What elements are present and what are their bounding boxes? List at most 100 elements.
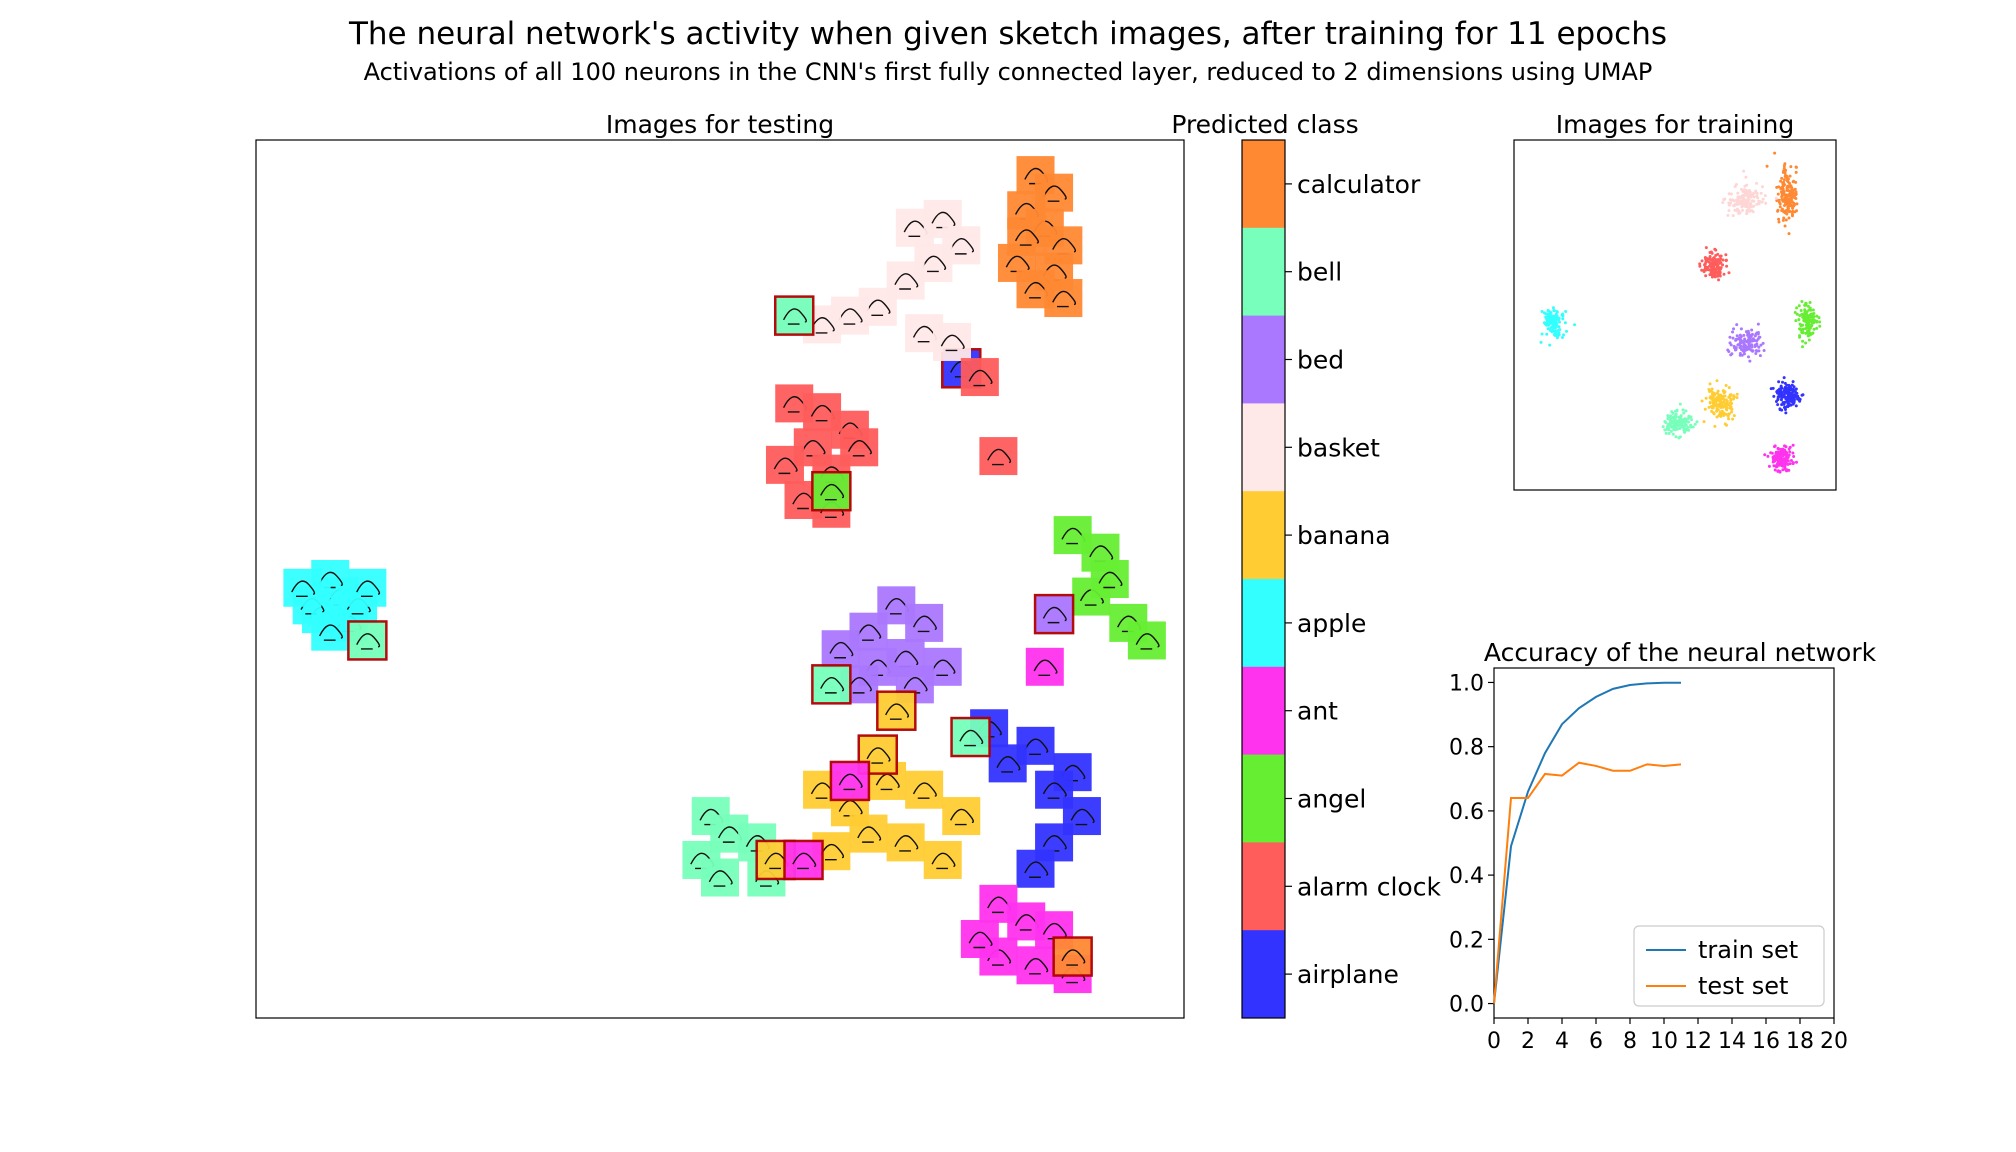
- train-point: [1708, 262, 1712, 266]
- train-point: [1739, 341, 1743, 345]
- train-point: [1779, 187, 1783, 191]
- train-point: [1812, 327, 1816, 331]
- train-point: [1549, 329, 1553, 333]
- train-point: [1718, 394, 1722, 398]
- train-point: [1738, 333, 1742, 337]
- train-point: [1742, 333, 1746, 337]
- test-image-point: [1025, 647, 1064, 686]
- train-point: [1714, 253, 1718, 257]
- train-point: [1731, 198, 1735, 202]
- train-point: [1717, 397, 1721, 401]
- train-point: [1786, 209, 1790, 213]
- train-point: [1787, 453, 1791, 457]
- train-point: [1799, 308, 1803, 312]
- train-scatter-frame: [1513, 139, 1837, 491]
- train-point: [1735, 392, 1739, 396]
- train-point: [1787, 397, 1791, 401]
- train-point: [1787, 232, 1791, 236]
- train-point: [1747, 197, 1751, 201]
- train-point: [1750, 199, 1754, 203]
- train-point: [1549, 326, 1553, 330]
- train-point: [1754, 349, 1758, 353]
- test-image-point: [886, 823, 925, 862]
- train-point: [1552, 309, 1556, 313]
- x-tick-label: 8: [1623, 1029, 1637, 1054]
- train-point: [1753, 344, 1757, 348]
- train-point: [1784, 395, 1788, 399]
- train-point: [1723, 402, 1727, 406]
- train-point: [1806, 317, 1810, 321]
- test-scatter-panel: [255, 139, 1185, 1019]
- train-point: [1776, 388, 1780, 392]
- train-point: [1678, 435, 1682, 439]
- train-point: [1785, 399, 1789, 403]
- train-point: [1732, 344, 1736, 348]
- train-point: [1732, 204, 1736, 208]
- train-point: [1712, 268, 1716, 272]
- train-point: [1672, 428, 1676, 432]
- train-point: [1756, 330, 1760, 334]
- train-point: [1774, 400, 1778, 404]
- train-point: [1809, 308, 1813, 312]
- train-point: [1715, 260, 1719, 264]
- train-point: [1709, 270, 1713, 274]
- train-point: [1738, 351, 1742, 355]
- train-point: [1709, 267, 1713, 271]
- test-image-point: [311, 612, 350, 651]
- train-point: [1727, 271, 1731, 275]
- train-point: [1680, 423, 1684, 427]
- train-point: [1711, 397, 1715, 401]
- train-point: [1681, 408, 1685, 412]
- test-image-point: [942, 797, 981, 836]
- train-point: [1818, 324, 1822, 328]
- train-point: [1792, 385, 1796, 389]
- train-point: [1715, 263, 1719, 267]
- test-image-point: [1007, 217, 1046, 256]
- y-tick-label: 0.2: [1449, 928, 1484, 953]
- test-image-point: [347, 620, 388, 661]
- colorbar-segment: [1242, 930, 1285, 1019]
- train-point: [1789, 387, 1793, 391]
- train-point: [1780, 207, 1784, 211]
- train-point: [1773, 468, 1777, 472]
- test-image-point: [950, 716, 991, 758]
- train-point: [1732, 327, 1736, 331]
- train-point: [1788, 384, 1792, 388]
- train-point: [1785, 186, 1789, 190]
- train-point: [1775, 185, 1779, 189]
- train-point: [1785, 195, 1789, 199]
- train-point: [1783, 444, 1787, 448]
- train-point: [1782, 204, 1786, 208]
- test-image-point: [1033, 593, 1075, 635]
- train-point: [1788, 399, 1792, 403]
- train-point: [1780, 195, 1784, 199]
- train-point: [1812, 321, 1816, 325]
- test-image-point: [840, 428, 879, 467]
- train-point: [1791, 380, 1795, 384]
- train-point: [1711, 259, 1715, 263]
- colorbar-label: airplane: [1297, 960, 1399, 989]
- train-point: [1545, 318, 1549, 322]
- train-point: [1712, 271, 1716, 275]
- x-tick-label: 18: [1786, 1029, 1814, 1054]
- train-point: [1772, 394, 1776, 398]
- train-point: [1740, 353, 1744, 357]
- train-point: [1719, 266, 1723, 270]
- train-point: [1806, 304, 1810, 308]
- train-point: [1730, 352, 1734, 356]
- train-point: [1707, 405, 1711, 409]
- train-point: [1769, 451, 1773, 455]
- series-line: [1493, 681, 1681, 1004]
- train-point: [1539, 340, 1543, 344]
- train-point: [1732, 397, 1736, 401]
- train-point: [1798, 327, 1802, 331]
- train-point: [1776, 192, 1780, 196]
- test-image-point: [821, 630, 860, 669]
- train-point: [1722, 404, 1726, 408]
- y-tick-label: 0.0: [1449, 993, 1484, 1018]
- train-point: [1679, 414, 1683, 418]
- train-point: [1815, 320, 1819, 324]
- train-point: [1734, 183, 1738, 187]
- train-point: [1745, 202, 1749, 206]
